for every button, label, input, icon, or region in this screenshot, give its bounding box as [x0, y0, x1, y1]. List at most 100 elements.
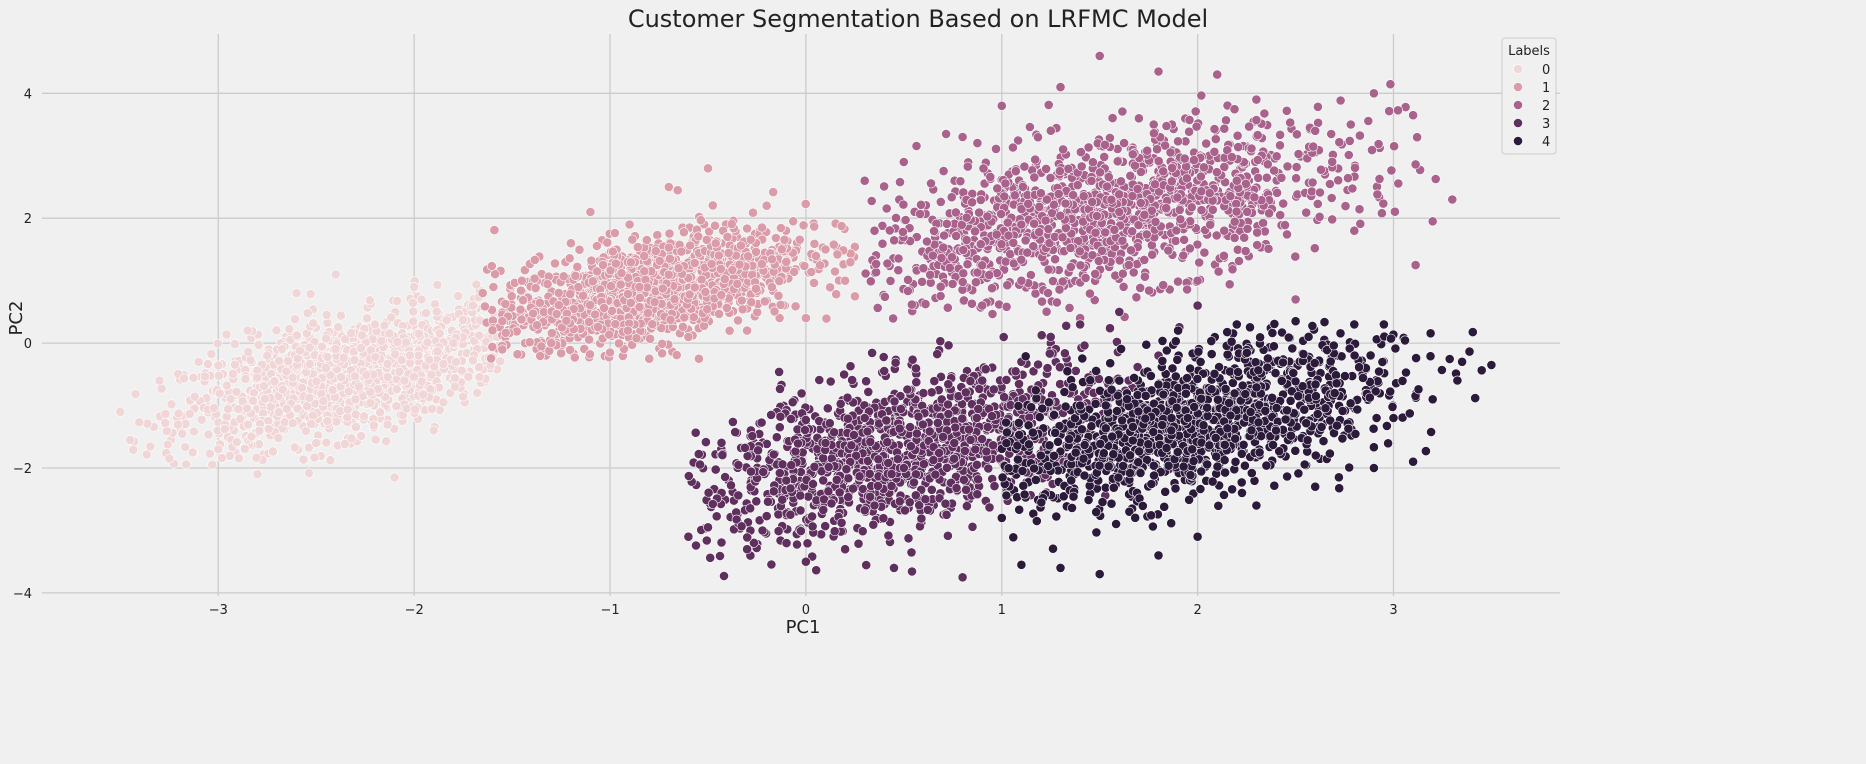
data-point	[1025, 122, 1034, 131]
data-point	[347, 434, 356, 443]
data-point	[936, 291, 945, 300]
data-point	[357, 431, 366, 440]
data-point	[973, 139, 982, 148]
data-point	[684, 471, 693, 480]
data-point	[774, 510, 783, 519]
data-point	[1179, 251, 1188, 260]
data-point	[1136, 283, 1145, 292]
data-point	[829, 240, 838, 249]
data-point	[351, 395, 360, 404]
data-point	[733, 316, 742, 325]
data-point	[293, 404, 302, 413]
data-point	[912, 141, 921, 150]
data-point	[642, 236, 651, 245]
data-point	[611, 259, 620, 268]
data-point	[1260, 109, 1269, 118]
data-point	[780, 235, 789, 244]
data-point	[1292, 130, 1301, 139]
data-point	[214, 361, 223, 370]
data-point	[1159, 281, 1168, 290]
data-point	[223, 404, 232, 413]
data-point	[775, 367, 784, 376]
data-point	[1118, 236, 1127, 245]
data-point	[678, 322, 687, 331]
data-point	[956, 177, 965, 186]
data-point	[810, 239, 819, 248]
data-point	[936, 197, 945, 206]
data-point	[1213, 70, 1222, 79]
data-point	[432, 307, 441, 316]
data-point	[1279, 199, 1288, 208]
data-point	[1164, 246, 1173, 255]
data-point	[664, 182, 673, 191]
data-point	[922, 237, 931, 246]
data-point	[1142, 230, 1151, 239]
data-point	[1150, 180, 1159, 189]
data-point	[943, 531, 952, 540]
data-point	[743, 326, 752, 335]
data-point	[547, 339, 556, 348]
data-point	[646, 334, 655, 343]
data-point	[926, 270, 935, 279]
data-point	[400, 376, 409, 385]
data-point	[833, 250, 842, 259]
data-point	[735, 260, 744, 269]
data-point	[1071, 366, 1080, 375]
data-point	[516, 305, 525, 314]
data-point	[1259, 219, 1268, 228]
data-point	[1113, 157, 1122, 166]
data-point	[1413, 133, 1422, 142]
data-point	[585, 350, 594, 359]
data-point	[894, 254, 903, 263]
data-point	[715, 309, 724, 318]
data-point	[284, 356, 293, 365]
data-point	[1234, 256, 1243, 265]
data-point	[1253, 155, 1262, 164]
data-point	[1094, 256, 1103, 265]
data-point	[757, 260, 766, 269]
data-point	[664, 243, 673, 252]
data-point	[472, 280, 481, 289]
data-point	[142, 450, 151, 459]
data-point	[487, 354, 496, 363]
data-point	[703, 305, 712, 314]
data-point	[292, 331, 301, 340]
data-point	[230, 340, 239, 349]
data-point	[584, 317, 593, 326]
data-point	[771, 233, 780, 242]
data-point	[1283, 162, 1292, 171]
data-point	[532, 321, 541, 330]
data-point	[565, 254, 574, 263]
data-point	[968, 198, 977, 207]
data-point	[587, 256, 596, 265]
data-point	[1262, 173, 1271, 182]
data-point	[823, 404, 832, 413]
data-point	[850, 292, 859, 301]
data-point	[234, 454, 243, 463]
data-point	[1120, 139, 1129, 148]
data-point	[1021, 236, 1030, 245]
data-point	[1379, 199, 1388, 208]
data-point	[1030, 219, 1039, 228]
data-point	[626, 258, 635, 267]
data-point	[1107, 195, 1116, 204]
data-point	[712, 512, 721, 521]
data-point	[1310, 244, 1319, 253]
data-point	[376, 408, 385, 417]
data-point	[421, 309, 430, 318]
data-point	[454, 292, 463, 301]
data-point	[222, 330, 231, 339]
data-point	[899, 200, 908, 209]
data-point	[488, 342, 497, 351]
data-point	[1240, 233, 1249, 242]
data-point	[724, 248, 733, 257]
data-point	[591, 310, 600, 319]
data-point	[1088, 158, 1097, 167]
data-point	[337, 373, 346, 382]
data-point	[1044, 265, 1053, 274]
data-point	[242, 404, 251, 413]
data-point	[163, 440, 172, 449]
data-point	[278, 385, 287, 394]
data-point	[800, 261, 809, 270]
data-point	[1095, 51, 1104, 60]
